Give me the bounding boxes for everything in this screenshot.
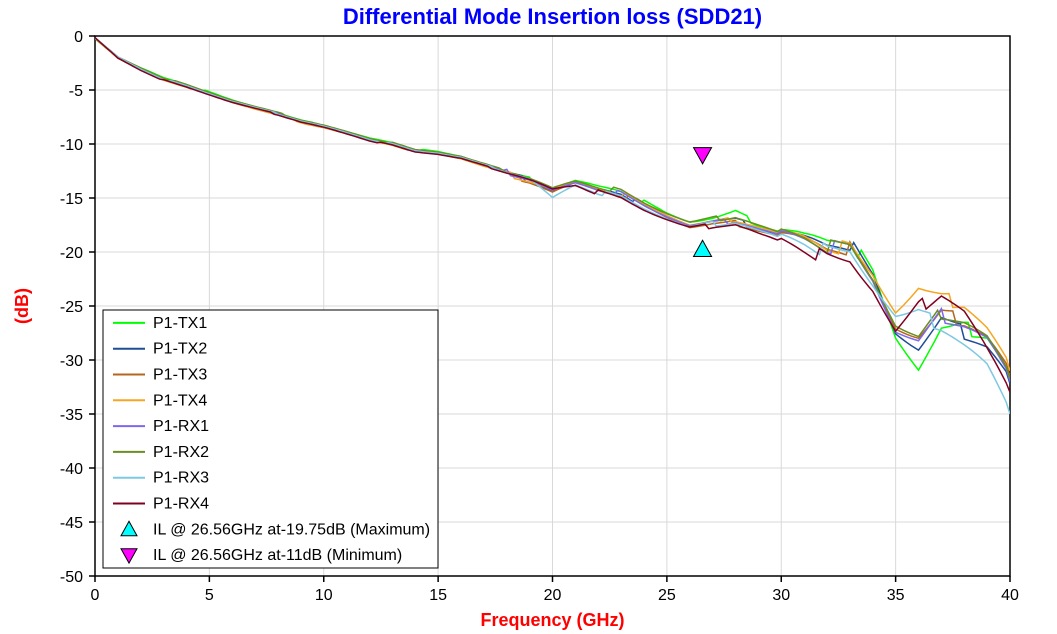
chart-container: 0 5 10 15 20 25 30 35 40 0 -5 -10 -15 -20 -25 -30 -35 -40…	[0, 0, 1057, 634]
y-tick-label: -10	[60, 137, 83, 154]
x-tick-label: 25	[658, 587, 676, 604]
x-tick-label: 35	[887, 587, 905, 604]
y-tick-label: -5	[69, 83, 83, 100]
legend-label: P1-RX2	[153, 444, 209, 461]
y-tick-label: -25	[60, 299, 83, 316]
legend-label: P1-TX2	[153, 341, 207, 358]
x-tick-label: 40	[1001, 587, 1019, 604]
x-tick-label: 30	[772, 587, 790, 604]
chart-title: Differential Mode Insertion loss (SDD21)	[343, 4, 762, 29]
y-tick-label: -15	[60, 191, 83, 208]
legend-label: IL @ 26.56GHz at-11dB (Minimum)	[153, 547, 402, 564]
line-chart: 0 5 10 15 20 25 30 35 40 0 -5 -10 -15 -20 -25 -30 -35 -40…	[0, 0, 1057, 634]
x-tick-label: 10	[315, 587, 333, 604]
x-tick-label: 15	[429, 587, 447, 604]
legend-label: P1-TX1	[153, 315, 207, 332]
y-tick-label: -50	[60, 569, 83, 586]
legend-label: P1-RX4	[153, 496, 209, 513]
x-tick-label: 20	[544, 587, 562, 604]
y-tick-label: -35	[60, 407, 83, 424]
y-tick-label: 0	[74, 29, 83, 46]
legend-label: P1-RX3	[153, 470, 209, 487]
legend-label: P1-RX1	[153, 418, 209, 435]
x-axis-label: Frequency (GHz)	[480, 610, 624, 630]
x-tick-label: 0	[91, 587, 100, 604]
y-tick-label: -30	[60, 353, 83, 370]
legend-label: P1-TX3	[153, 367, 207, 384]
legend-label: P1-TX4	[153, 392, 207, 409]
y-tick-label: -45	[60, 515, 83, 532]
y-axis-label: (dB)	[12, 288, 32, 324]
y-tick-label: -20	[60, 245, 83, 262]
legend-label: IL @ 26.56GHz at-19.75dB (Maximum)	[153, 521, 430, 538]
y-tick-label: -40	[60, 461, 83, 478]
x-tick-label: 5	[205, 587, 214, 604]
